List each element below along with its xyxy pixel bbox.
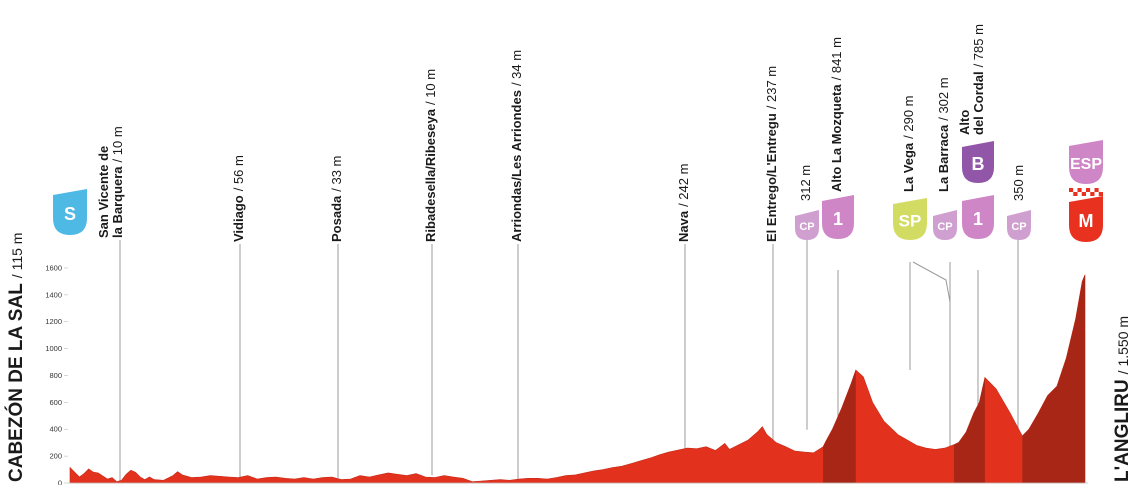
checker-cell <box>1081 188 1086 192</box>
checker-cell <box>1090 188 1095 192</box>
checker-cell <box>1086 188 1091 192</box>
location-label-vidiago: Vidiago/ 56 m <box>231 155 246 242</box>
climb-segment <box>823 370 856 483</box>
route-badges: S CP 1 SP CP 1 B CP ESP M <box>53 140 1103 242</box>
y-tick-label: 600 <box>49 398 62 407</box>
badge-start: S <box>53 189 87 235</box>
checker-cell <box>1073 188 1078 192</box>
badge-cp1: CP <box>795 210 819 240</box>
location-label-posada: Posada/ 33 m <box>329 156 344 242</box>
badge-label: ESP <box>1070 156 1102 173</box>
y-tick-label: 400 <box>49 425 62 434</box>
y-tick-label: 200 <box>49 452 62 461</box>
checker-cell <box>1077 188 1082 192</box>
y-tick-label: 0 <box>58 479 62 485</box>
badge-cp2: CP <box>933 210 957 240</box>
location-label-cp-312: 312 m <box>798 165 813 201</box>
badge-shape <box>822 195 854 239</box>
badge-shape <box>1007 210 1031 240</box>
badge-label: CP <box>1011 221 1026 233</box>
la-vega-connector <box>912 261 951 470</box>
badge-label: B <box>972 154 985 174</box>
checker-cell <box>1077 192 1082 196</box>
badge-esp: ESP <box>1069 140 1103 184</box>
badge-shape <box>1069 196 1103 242</box>
y-tick-label: 1600 <box>45 263 62 272</box>
badge-kom1: 1 <box>822 195 854 239</box>
location-label-arriondas: Arriondas/Les Arriondes/ 34 m <box>509 50 524 242</box>
checker-cell <box>1069 192 1074 196</box>
location-lines <box>119 240 1019 482</box>
climb-segment <box>954 377 985 483</box>
location-label-ribadesella: Ribadesella/Ribeseya/ 10 m <box>423 69 438 242</box>
badge-label: 1 <box>833 209 843 229</box>
y-axis: 0 200 400 600 800 1000 1200 1400 1600 <box>45 263 68 485</box>
badge-shape <box>933 210 957 240</box>
badge-shape <box>795 210 819 240</box>
badge-shape <box>1069 140 1103 184</box>
badge-label: CP <box>937 221 952 233</box>
badge-label: CP <box>799 221 814 233</box>
badge-shape <box>53 189 87 235</box>
checker-cell <box>1094 192 1099 196</box>
location-label-nava: Nava/ 242 m <box>676 164 691 242</box>
location-label-mozqueta: Alto La Mozqueta/ 841 m <box>829 37 844 192</box>
profile-area <box>69 274 1086 484</box>
checker-cell <box>1073 192 1078 196</box>
checker-cell <box>1098 192 1103 196</box>
checker-cell <box>1086 192 1091 196</box>
badge-shape <box>893 198 927 240</box>
checker-cell <box>1090 192 1095 196</box>
finish-label: L'ANGLIRU/ 1.550 m <box>1112 316 1133 482</box>
location-label-cordal: Altodel Cordal/ 785 m <box>957 24 986 135</box>
location-label-san-vicente: San Vicente dela Barquera/ 10 m <box>96 126 125 238</box>
start-label: CABEZÓN DE LA SAL/ 115 m <box>5 233 27 482</box>
badge-kom2: 1 <box>962 195 994 239</box>
checker-cell <box>1098 188 1103 192</box>
y-tick-label: 800 <box>49 371 62 380</box>
y-tick-label: 1200 <box>45 317 62 326</box>
location-label-el-entrego: El Entrego/L'Entregu/ 237 m <box>764 66 779 242</box>
badge-label: SP <box>899 211 922 230</box>
endpoint-labels: CABEZÓN DE LA SAL/ 115 m L'ANGLIRU/ 1.550… <box>5 233 1133 482</box>
badge-meta: M <box>1069 188 1103 242</box>
badge-cp3: CP <box>1007 210 1031 240</box>
location-label-la-barraca: La Barraca/ 302 m <box>936 77 951 192</box>
checker-cell <box>1081 192 1086 196</box>
location-label-cp-350: 350 m <box>1011 165 1026 201</box>
climb-segment <box>1022 274 1085 483</box>
elevation-profile <box>68 274 1088 484</box>
y-tick-label: 1000 <box>45 344 62 353</box>
badge-sprint: SP <box>893 198 927 240</box>
location-label-la-vega: La Vega/ 290 m <box>901 96 916 193</box>
checker-cell <box>1069 188 1074 192</box>
badge-label: M <box>1079 211 1094 231</box>
y-tick-label: 1400 <box>45 290 62 299</box>
badge-label: S <box>64 204 76 224</box>
location-labels: San Vicente dela Barquera/ 10 m Vidiago/ … <box>96 24 1026 242</box>
badge-shape <box>962 195 994 239</box>
badge-label: 1 <box>973 209 983 229</box>
badge-bonus: B <box>962 141 994 183</box>
checker-cell <box>1094 188 1099 192</box>
badge-shape <box>962 141 994 183</box>
